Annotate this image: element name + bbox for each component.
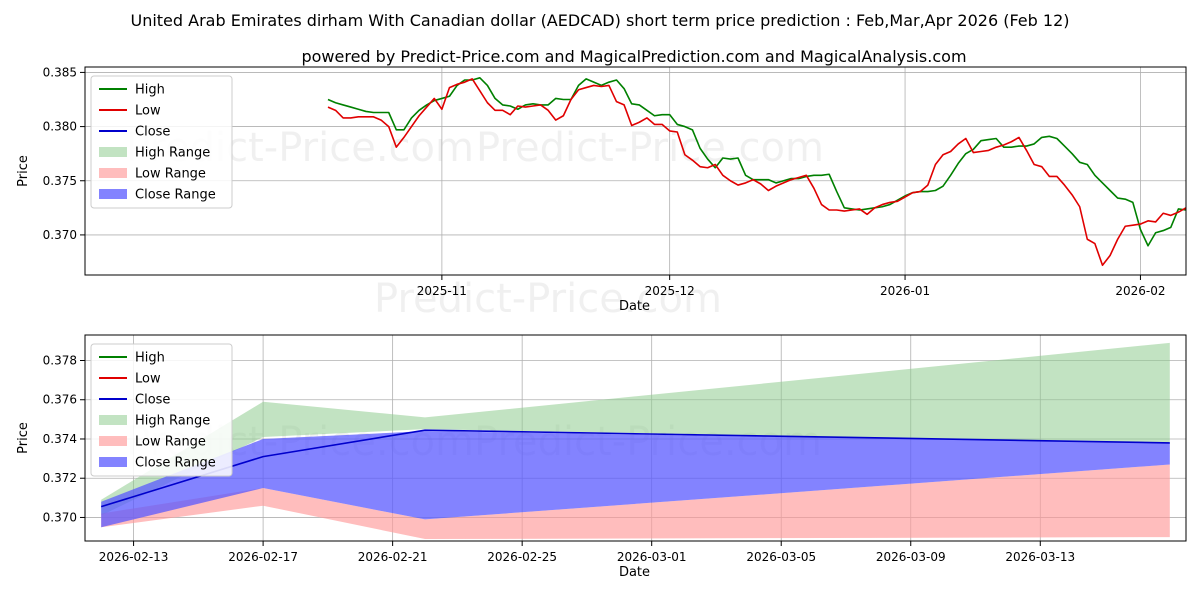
legend-label: High Range xyxy=(135,414,210,429)
legend-patch-swatch xyxy=(99,436,127,446)
legend-patch-swatch xyxy=(99,415,127,425)
chart-panel-2: Predict-Price.comPredict-Price.com2026-0… xyxy=(16,334,1187,580)
legend: High Low Close High Range Low Range Close Ran… xyxy=(90,75,233,209)
legend-label: Low xyxy=(135,372,161,387)
legend-label: Close xyxy=(135,125,170,140)
y-tick-label: 0.380 xyxy=(43,120,77,134)
x-tick-label: 2026-02 xyxy=(1115,284,1165,298)
chart-subtitle: powered by Predict-Price.com and Magical… xyxy=(301,47,966,66)
chart-title: United Arab Emirates dirham With Canadia… xyxy=(130,11,1069,30)
y-tick-label: 0.375 xyxy=(43,174,77,188)
legend-patch-swatch xyxy=(99,147,127,157)
close-forecast-line xyxy=(100,429,1170,508)
legend-label: Low xyxy=(135,104,161,119)
legend-label: High Range xyxy=(135,146,210,161)
x-tick-label: 2026-02-17 xyxy=(228,550,298,564)
x-tick-label: 2026-01 xyxy=(880,284,930,298)
plot-area xyxy=(327,77,1186,267)
watermark-text: Predict-Price.com xyxy=(374,276,722,322)
x-tick-label: 2026-03-09 xyxy=(876,550,946,564)
legend-label: High xyxy=(135,351,165,366)
y-tick-label: 0.370 xyxy=(43,510,77,524)
x-tick-label: 2025-12 xyxy=(645,284,695,298)
y-tick-label: 0.385 xyxy=(43,65,77,79)
y-axis-label: Price xyxy=(16,422,31,454)
legend-label: High xyxy=(135,83,165,98)
legend-patch-swatch xyxy=(99,189,127,199)
legend-label: Close Range xyxy=(135,456,216,471)
chart-panel-1: Predict-Price.com Predict-Price.comPredic… xyxy=(16,65,1187,322)
x-tick-label: 2026-03-13 xyxy=(1005,550,1075,564)
x-tick-label: 2025-11 xyxy=(417,284,467,298)
legend-label: Low Range xyxy=(135,167,206,182)
plot-frame xyxy=(84,66,1187,276)
x-axis-label: Date xyxy=(619,565,650,580)
y-tick-label: 0.374 xyxy=(43,432,77,446)
legend-label: Close Range xyxy=(135,188,216,203)
y-tick-label: 0.376 xyxy=(43,393,77,407)
plot-frame xyxy=(84,334,1187,542)
y-tick-label: 0.378 xyxy=(43,354,77,368)
low-range-band xyxy=(101,464,1170,540)
legend-patch-swatch xyxy=(99,168,127,178)
x-tick-label: 2026-02-21 xyxy=(358,550,428,564)
low-series-line xyxy=(327,78,1186,267)
x-tick-label: 2026-03-01 xyxy=(617,550,687,564)
y-tick-label: 0.372 xyxy=(43,471,77,485)
watermark-text: Predict-Price.com xyxy=(476,125,824,171)
x-tick-label: 2026-02-25 xyxy=(487,550,557,564)
y-tick-label: 0.370 xyxy=(43,228,77,242)
legend-label: Close xyxy=(135,393,170,408)
close-range-band xyxy=(101,431,1170,528)
x-tick-label: 2026-03-05 xyxy=(746,550,816,564)
plot-area xyxy=(100,342,1170,540)
y-axis-label: Price xyxy=(16,155,31,187)
x-tick-label: 2026-02-13 xyxy=(99,550,169,564)
legend: High Low Close High Range Low Range Close Ran… xyxy=(90,343,233,477)
legend-patch-swatch xyxy=(99,457,127,467)
high-range-band xyxy=(101,342,1170,516)
legend-label: Low Range xyxy=(135,435,206,450)
x-axis-label: Date xyxy=(619,299,650,314)
